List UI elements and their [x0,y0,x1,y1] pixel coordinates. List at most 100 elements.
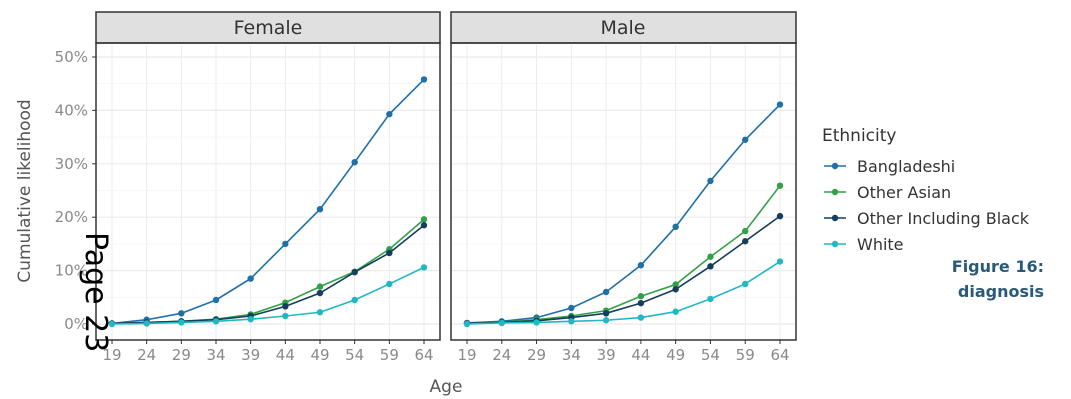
legend-label: Other Asian [857,183,951,202]
data-point [420,216,428,223]
data-point [707,253,714,260]
data-point [742,227,749,235]
data-point [282,303,289,310]
legend-title: Ethnicity [822,126,896,146]
data-point [212,296,220,304]
x-tick-label: 34 [206,346,225,364]
panel-male: Male 19 24 29 34 39 44 49 54 59 64 [450,11,797,364]
data-point [672,281,679,288]
series-line-white [111,266,425,325]
data-point [247,315,254,323]
legend-label: White [857,235,904,254]
data-point [178,319,185,326]
series-line-other-including-black [111,224,425,325]
data-point [386,249,393,257]
x-tick-label: 44 [276,346,295,364]
x-tick-label: 39 [241,346,260,364]
series-line-other-asian [111,218,425,325]
series-line-other-asian [466,185,781,325]
data-point [386,110,393,118]
x-tick-label: 49 [666,346,685,364]
data-point [386,280,393,288]
data-point [707,177,714,185]
x-tick-label: 44 [631,346,650,364]
y-tick-label: 20% [55,208,88,226]
panel-female-x-ticks: 19 24 29 34 39 44 49 54 59 64 [102,340,434,364]
data-point [498,319,505,327]
y-tick-label: 30% [55,155,88,173]
panel-female-strip [95,11,441,44]
data-point [602,310,610,317]
data-point [776,212,784,220]
data-point [672,308,679,315]
legend: Ethnicity Bangladeshi Other Asian Other In… [822,126,1030,254]
series-line-bangladeshi [466,103,781,324]
data-point [463,320,471,328]
data-point [568,304,575,312]
x-axis-title: Age [430,377,463,397]
x-tick-label: 29 [172,346,191,364]
data-point [672,286,679,293]
data-point [776,258,784,265]
legend-key-point [831,214,839,222]
panel-male-label: Male [600,17,645,39]
panel-male-x-ticks: 19 24 29 34 39 44 49 54 59 64 [457,340,790,364]
data-point [316,289,324,297]
data-point [420,264,428,271]
y-tick-label: 50% [55,48,88,66]
data-point [282,312,289,320]
data-point [108,320,116,328]
x-tick-label: 29 [527,346,546,364]
data-point [282,240,289,248]
data-point [637,293,645,300]
data-point [776,182,784,189]
legend-key-point [831,162,839,170]
data-point [602,288,610,296]
y-tick-label: 10% [55,262,88,280]
legend-key-point [831,240,839,248]
data-point [178,310,185,317]
data-point [602,317,610,324]
data-point [707,295,714,303]
legend-entries: Bangladeshi Other Asian Other Including Bl… [824,157,1030,254]
x-tick-label: 34 [562,346,581,364]
data-point [637,299,645,307]
panel-male-series [463,101,784,328]
data-point [420,222,428,229]
series-line-other-including-black [466,215,781,325]
data-point [742,280,749,288]
data-point [637,262,645,269]
data-point [316,283,324,290]
y-tick-label: 0% [64,315,88,333]
data-point [568,318,575,325]
x-tick-label: 54 [701,346,720,364]
panel-female: Female 19 24 29 34 39 44 49 54 59 64 [95,11,441,364]
figure-caption-line-2: diagnosis [958,282,1044,301]
x-tick-label: 19 [102,346,121,364]
data-point [351,269,358,276]
data-point [247,275,254,282]
data-point [637,314,645,321]
data-point [707,263,714,270]
panel-female-border [95,42,441,341]
x-tick-label: 24 [492,346,511,364]
x-tick-label: 59 [736,346,755,364]
data-point [420,76,428,83]
x-tick-label: 59 [380,346,399,364]
data-point [742,238,749,245]
panel-male-strip [450,11,797,44]
series-line-bangladeshi [111,78,425,325]
legend-key-point [831,188,839,196]
x-tick-label: 39 [597,346,616,364]
data-point [351,158,358,166]
panel-female-label: Female [234,17,303,39]
x-tick-label: 54 [345,346,364,364]
data-point [212,318,220,325]
panel-male-grid [451,43,796,340]
x-tick-label: 64 [770,346,789,364]
data-point [316,309,324,316]
y-tick-label: 40% [55,101,88,119]
x-tick-label: 64 [414,346,433,364]
panel-female-grid [96,43,440,340]
